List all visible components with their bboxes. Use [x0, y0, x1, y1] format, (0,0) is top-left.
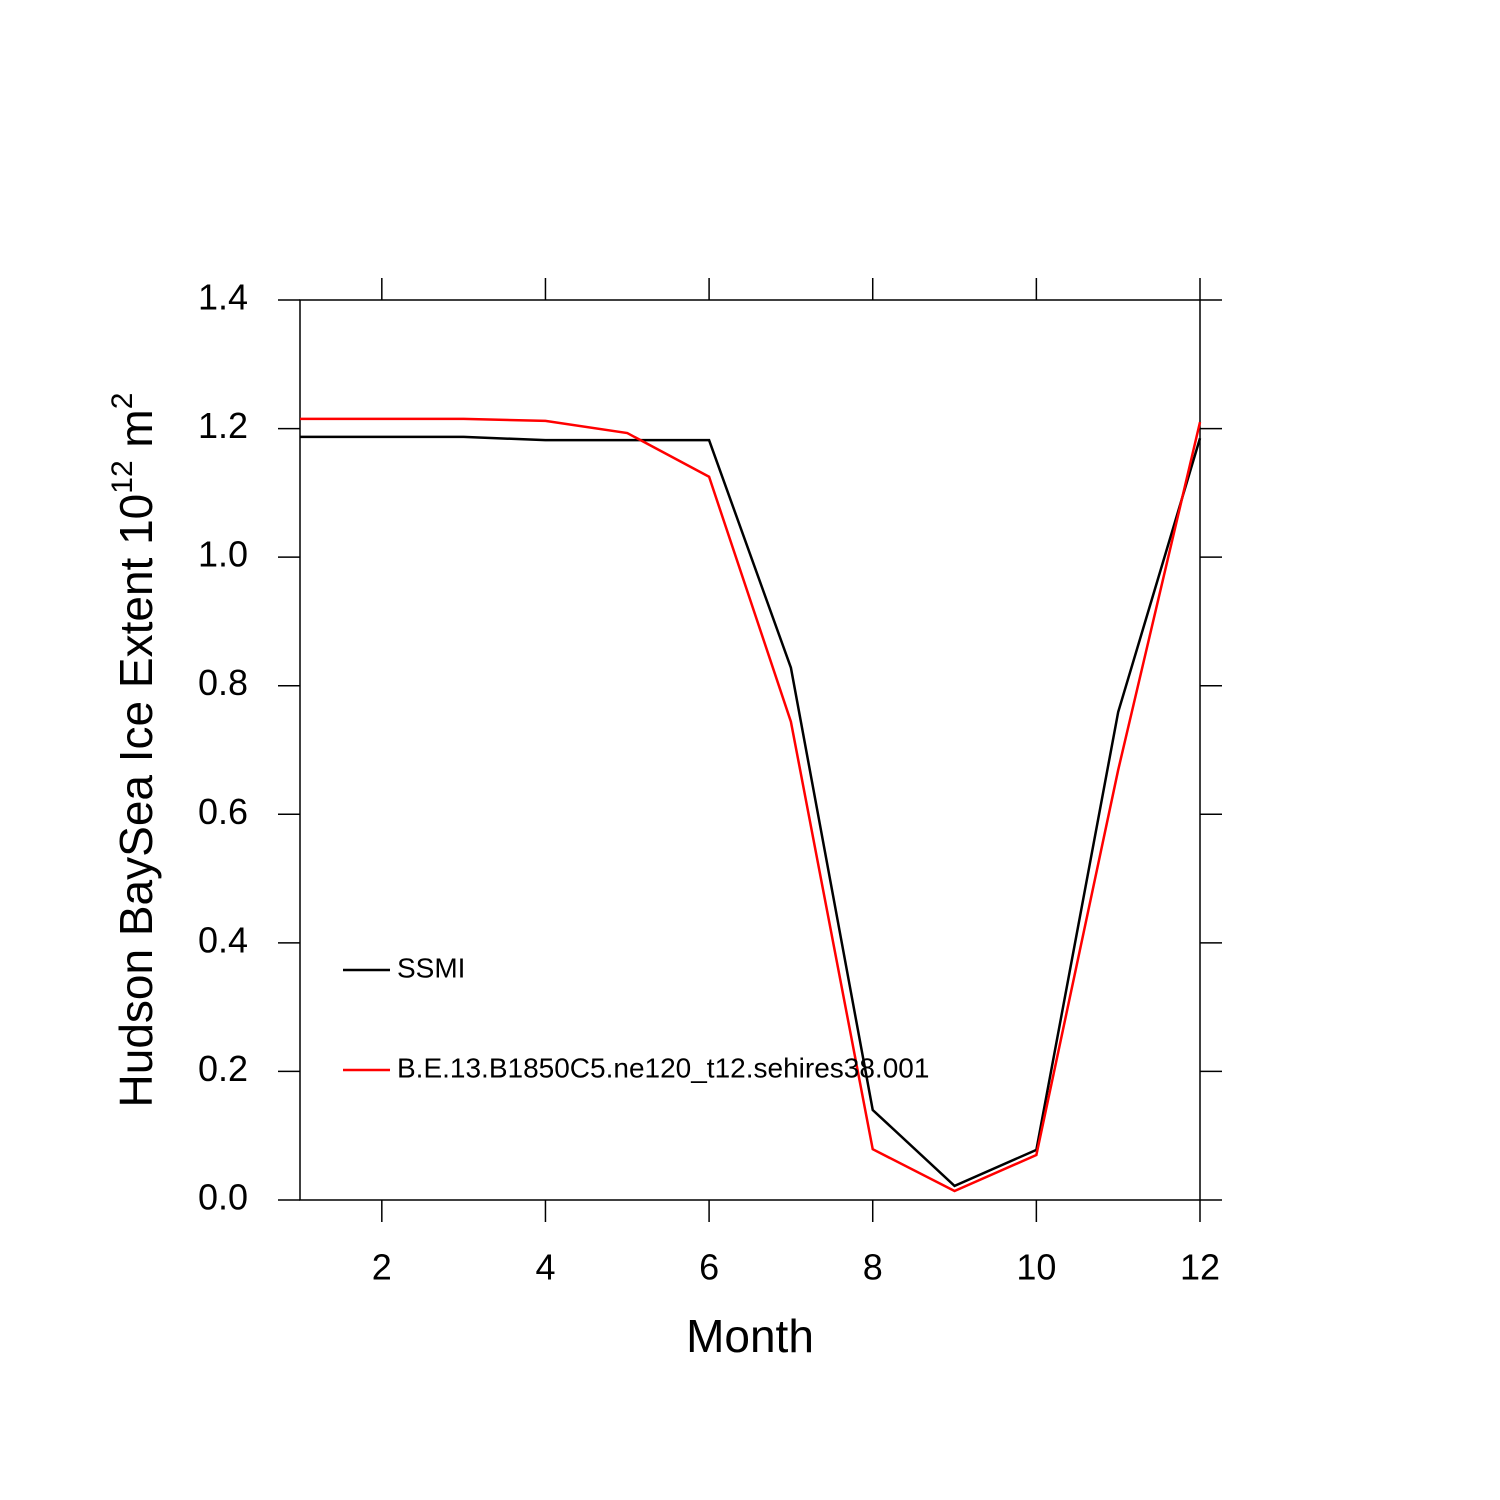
y-tick-label: 1.2 [198, 405, 248, 446]
y-tick-label: 0.0 [198, 1177, 248, 1218]
y-tick-label: 1.0 [198, 534, 248, 575]
y-label-sup: 12 [106, 460, 139, 493]
y-tick-label: 0.8 [198, 662, 248, 703]
y-tick-label: 0.4 [198, 919, 248, 960]
plot-frame [299, 299, 1201, 1201]
x-tick-label: 10 [1016, 1247, 1056, 1288]
y-axis-label: Hudson BaySea Ice Extent 1012 m2 [106, 393, 162, 1108]
y-label-sup: 2 [106, 393, 139, 410]
x-tick-label: 12 [1180, 1247, 1220, 1288]
data-line [300, 435, 1202, 1188]
y-label-text: m [110, 409, 162, 460]
x-tick-label: 8 [863, 1247, 883, 1288]
y-tick-label: 1.4 [198, 277, 248, 318]
y-tick-label: 0.6 [198, 791, 248, 832]
y-tick-label: 0.2 [198, 1048, 248, 1089]
x-tick-label: 4 [535, 1247, 555, 1288]
x-tick-label: 2 [372, 1247, 392, 1288]
y-label-text: Hudson BaySea Ice Extent 10 [110, 494, 162, 1108]
data-line [300, 417, 1202, 1193]
legend-label: SSMI [397, 952, 465, 983]
legend-label: B.E.13.B1850C5.ne120_t12.sehires38.001 [397, 1052, 929, 1083]
x-axis-label: Month [686, 1310, 814, 1362]
x-tick-label: 6 [699, 1247, 719, 1288]
